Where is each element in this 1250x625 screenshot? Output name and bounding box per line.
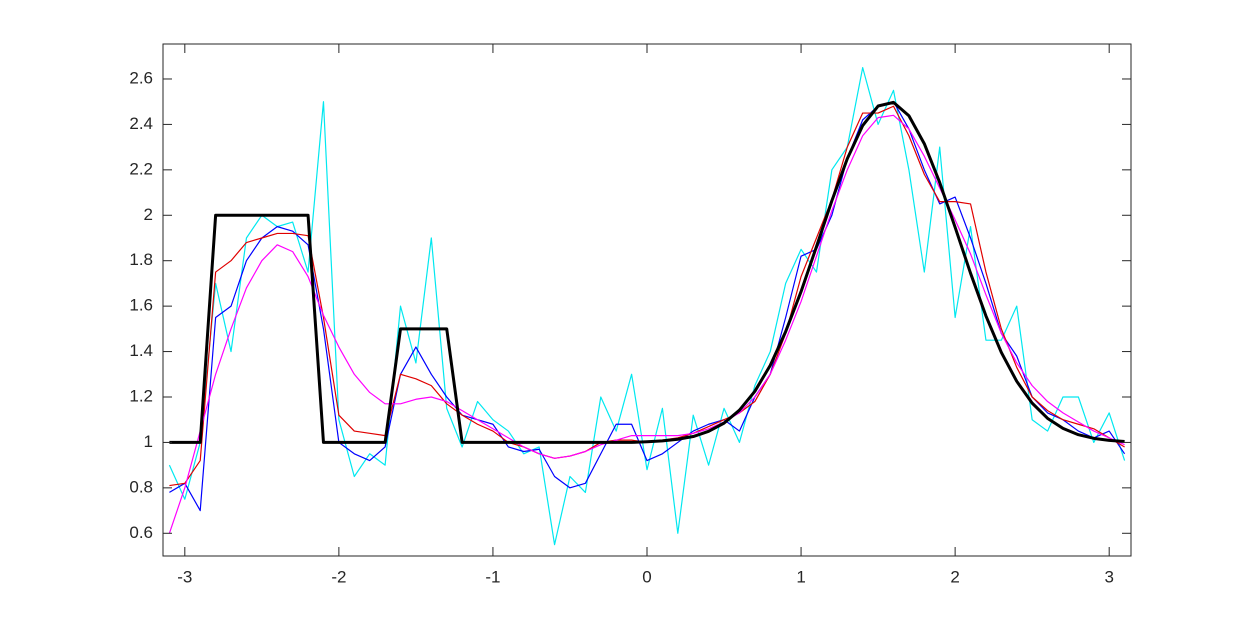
- y-tick-label: 1.4: [129, 341, 153, 360]
- y-tick-label: 2.6: [129, 68, 153, 87]
- y-tick-label: 2.2: [129, 159, 153, 178]
- x-tick-label: 0: [642, 567, 651, 586]
- line-series: [169, 100, 1125, 444]
- x-tick-label: -3: [177, 567, 192, 586]
- y-tick-label: 2.4: [129, 114, 153, 133]
- y-tick-label: 1.6: [129, 296, 153, 315]
- y-tick-label: 0.8: [129, 477, 153, 496]
- x-tick-label: 1: [796, 567, 805, 586]
- line-series: [168, 114, 1125, 534]
- y-tick-label: 1.8: [129, 250, 153, 269]
- line-series: [169, 101, 1126, 512]
- x-tick-label: -1: [485, 567, 500, 586]
- x-tick-label: 2: [950, 567, 959, 586]
- y-tick-label: 0.6: [129, 523, 153, 542]
- y-tick-label: 2: [144, 205, 153, 224]
- x-tick-label: 3: [1104, 567, 1113, 586]
- x-tick-label: -2: [331, 567, 346, 586]
- plot-area: [168, 67, 1126, 546]
- y-tick-label: 1.2: [129, 386, 153, 405]
- y-tick-label: 1: [144, 432, 153, 451]
